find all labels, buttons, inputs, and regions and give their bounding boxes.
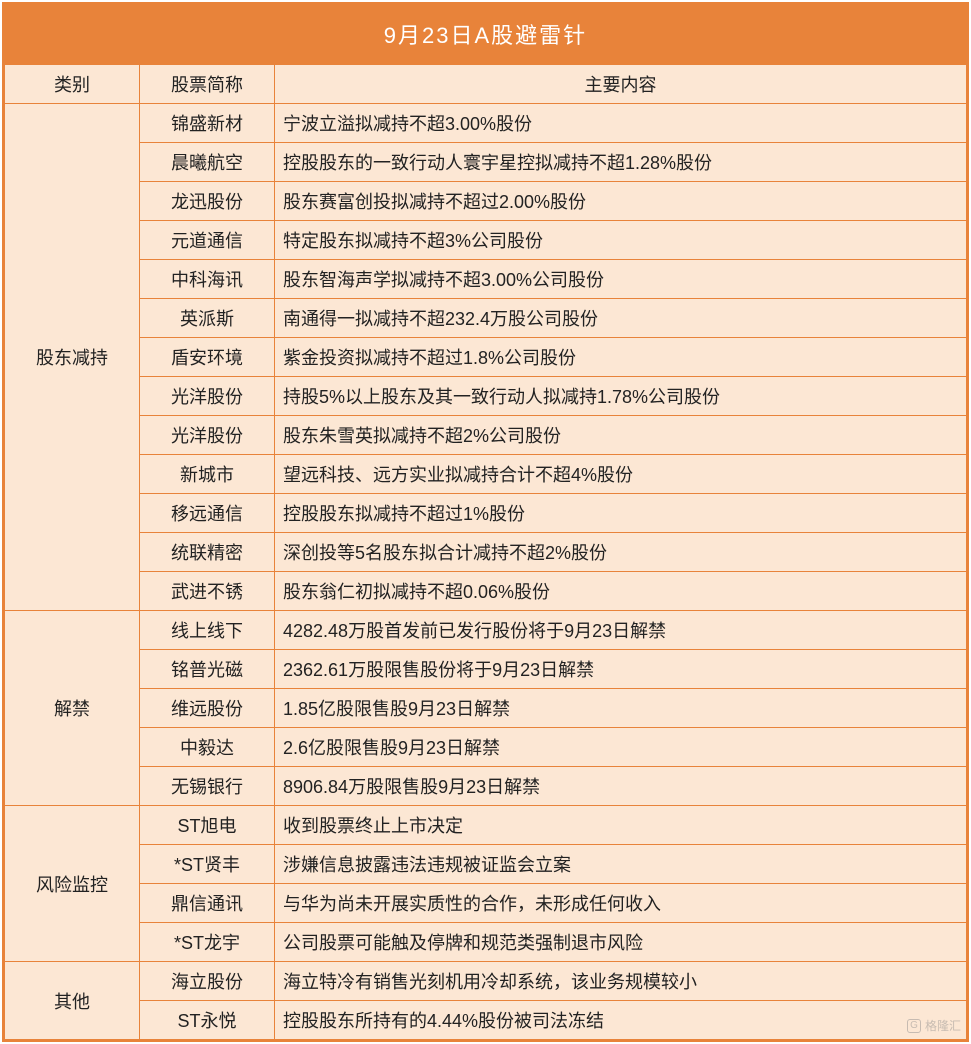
table-row: 光洋股份股东朱雪英拟减持不超2%公司股份 [5,416,967,455]
stock-cell: *ST贤丰 [140,845,275,884]
table-row: 盾安环境紫金投资拟减持不超过1.8%公司股份 [5,338,967,377]
table-row: 统联精密深创投等5名股东拟合计减持不超2%股份 [5,533,967,572]
category-cell: 其他 [5,962,140,1040]
table-row: 股东减持锦盛新材宁波立溢拟减持不超3.00%股份 [5,104,967,143]
content-cell: 8906.84万股限售股9月23日解禁 [275,767,967,806]
table-row: 元道通信特定股东拟减持不超3%公司股份 [5,221,967,260]
content-cell: 股东朱雪英拟减持不超2%公司股份 [275,416,967,455]
table-row: *ST贤丰涉嫌信息披露违法违规被证监会立案 [5,845,967,884]
content-cell: 4282.48万股首发前已发行股份将于9月23日解禁 [275,611,967,650]
stock-cell: 英派斯 [140,299,275,338]
category-cell: 解禁 [5,611,140,806]
content-cell: 股东翁仁初拟减持不超0.06%股份 [275,572,967,611]
stock-cell: 光洋股份 [140,416,275,455]
stock-alert-table: 类别 股票简称 主要内容 股东减持锦盛新材宁波立溢拟减持不超3.00%股份晨曦航… [4,64,967,1040]
table-title: 9月23日A股避雷针 [4,4,967,64]
table-row: 中毅达2.6亿股限售股9月23日解禁 [5,728,967,767]
content-cell: 控股股东的一致行动人寰宇星控拟减持不超1.28%股份 [275,143,967,182]
table-row: 武进不锈股东翁仁初拟减持不超0.06%股份 [5,572,967,611]
header-category: 类别 [5,65,140,104]
content-cell: 股东智海声学拟减持不超3.00%公司股份 [275,260,967,299]
stock-cell: 锦盛新材 [140,104,275,143]
stock-cell: 元道通信 [140,221,275,260]
content-cell: 涉嫌信息披露违法违规被证监会立案 [275,845,967,884]
stock-cell: 晨曦航空 [140,143,275,182]
header-row: 类别 股票简称 主要内容 [5,65,967,104]
table-row: 晨曦航空控股股东的一致行动人寰宇星控拟减持不超1.28%股份 [5,143,967,182]
table-row: 光洋股份持股5%以上股东及其一致行动人拟减持1.78%公司股份 [5,377,967,416]
table-row: 解禁线上线下4282.48万股首发前已发行股份将于9月23日解禁 [5,611,967,650]
table-row: ST永悦控股股东所持有的4.44%股份被司法冻结 [5,1001,967,1040]
content-cell: 深创投等5名股东拟合计减持不超2%股份 [275,533,967,572]
stock-cell: 线上线下 [140,611,275,650]
stock-cell: 移远通信 [140,494,275,533]
stock-cell: 铭普光磁 [140,650,275,689]
content-cell: 海立特冷有销售光刻机用冷却系统，该业务规模较小 [275,962,967,1001]
category-cell: 股东减持 [5,104,140,611]
stock-cell: 龙迅股份 [140,182,275,221]
stock-cell: ST旭电 [140,806,275,845]
content-cell: 2362.61万股限售股份将于9月23日解禁 [275,650,967,689]
table-row: 中科海讯股东智海声学拟减持不超3.00%公司股份 [5,260,967,299]
stock-cell: 统联精密 [140,533,275,572]
header-content: 主要内容 [275,65,967,104]
table-row: 维远股份1.85亿股限售股9月23日解禁 [5,689,967,728]
table-row: 新城市望远科技、远方实业拟减持合计不超4%股份 [5,455,967,494]
stock-cell: 无锡银行 [140,767,275,806]
stock-cell: 中科海讯 [140,260,275,299]
content-cell: 2.6亿股限售股9月23日解禁 [275,728,967,767]
table-row: 鼎信通讯与华为尚未开展实质性的合作，未形成任何收入 [5,884,967,923]
table-row: 铭普光磁2362.61万股限售股份将于9月23日解禁 [5,650,967,689]
content-cell: 股东赛富创投拟减持不超过2.00%股份 [275,182,967,221]
content-cell: 公司股票可能触及停牌和规范类强制退市风险 [275,923,967,962]
content-cell: 持股5%以上股东及其一致行动人拟减持1.78%公司股份 [275,377,967,416]
content-cell: 宁波立溢拟减持不超3.00%股份 [275,104,967,143]
table-row: 其他海立股份海立特冷有销售光刻机用冷却系统，该业务规模较小 [5,962,967,1001]
stock-alert-table-container: 9月23日A股避雷针 类别 股票简称 主要内容 股东减持锦盛新材宁波立溢拟减持不… [2,2,969,1042]
content-cell: 1.85亿股限售股9月23日解禁 [275,689,967,728]
stock-cell: 新城市 [140,455,275,494]
category-cell: 风险监控 [5,806,140,962]
table-row: 龙迅股份股东赛富创投拟减持不超过2.00%股份 [5,182,967,221]
stock-cell: 鼎信通讯 [140,884,275,923]
content-cell: 望远科技、远方实业拟减持合计不超4%股份 [275,455,967,494]
stock-cell: 光洋股份 [140,377,275,416]
content-cell: 特定股东拟减持不超3%公司股份 [275,221,967,260]
table-row: 移远通信控股股东拟减持不超过1%股份 [5,494,967,533]
content-cell: 南通得一拟减持不超232.4万股公司股份 [275,299,967,338]
stock-cell: ST永悦 [140,1001,275,1040]
stock-cell: 海立股份 [140,962,275,1001]
stock-cell: 武进不锈 [140,572,275,611]
table-row: *ST龙宇公司股票可能触及停牌和规范类强制退市风险 [5,923,967,962]
content-cell: 收到股票终止上市决定 [275,806,967,845]
stock-cell: 盾安环境 [140,338,275,377]
content-cell: 与华为尚未开展实质性的合作，未形成任何收入 [275,884,967,923]
stock-cell: 中毅达 [140,728,275,767]
content-cell: 控股股东所持有的4.44%股份被司法冻结 [275,1001,967,1040]
stock-cell: *ST龙宇 [140,923,275,962]
content-cell: 紫金投资拟减持不超过1.8%公司股份 [275,338,967,377]
content-cell: 控股股东拟减持不超过1%股份 [275,494,967,533]
table-row: 无锡银行8906.84万股限售股9月23日解禁 [5,767,967,806]
header-stock: 股票简称 [140,65,275,104]
stock-cell: 维远股份 [140,689,275,728]
table-row: 风险监控ST旭电收到股票终止上市决定 [5,806,967,845]
table-row: 英派斯南通得一拟减持不超232.4万股公司股份 [5,299,967,338]
